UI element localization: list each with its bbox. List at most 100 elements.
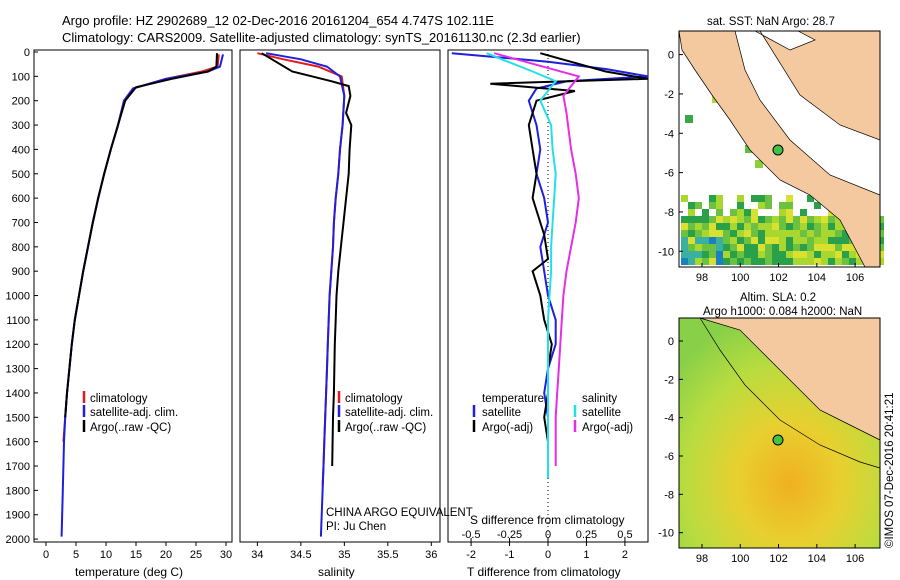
sst-pixel (828, 244, 835, 251)
sst-pixel (779, 258, 786, 265)
sst-pixel (681, 230, 688, 237)
sst-pixel (779, 251, 786, 258)
sst-pixel (737, 202, 744, 209)
x-tick-label: 35 (338, 549, 350, 561)
legend-s-argo-label: Argo(-adj) (582, 422, 633, 434)
sst-pixel (723, 237, 730, 244)
depth-tick-label: 1600 (6, 437, 30, 449)
sst-pixel (800, 258, 807, 265)
legend-t-satellite-label: satellite (482, 407, 521, 419)
sst-pixel (723, 244, 730, 251)
sst-pixel (702, 223, 709, 230)
sst-pixel (695, 244, 702, 251)
sst-pixel (723, 216, 730, 223)
lon-tick-label: 100 (731, 272, 749, 284)
sst-pixel (737, 258, 744, 265)
sst-pixel (807, 251, 814, 258)
sst-pixel (821, 216, 828, 223)
sst-pixel (849, 244, 856, 251)
x-tick-label: -1 (505, 549, 515, 561)
sst-pixel (793, 216, 800, 223)
sst-pixel (765, 237, 772, 244)
lon-tick-label: 98 (696, 553, 708, 565)
sst-pixel (730, 230, 737, 237)
sst-pixel (695, 216, 702, 223)
sst-pixel (751, 237, 758, 244)
sst-pixel (814, 216, 821, 223)
sst-pixel (786, 244, 793, 251)
title-line-2: Climatology: CARS2009. Satellite-adjuste… (62, 30, 581, 45)
diff-xlabel-top: S difference from climatology (470, 513, 625, 527)
sst-pixel (709, 237, 716, 244)
sst-pixel (737, 209, 744, 216)
series-line-argo-raw-qc (261, 52, 353, 467)
sst-pixel (807, 216, 814, 223)
lon-tick-label: 102 (769, 272, 787, 284)
series-line-satellite-adj-clim (60, 54, 224, 537)
sst-pixel (758, 223, 765, 230)
sst-pixel (702, 230, 709, 237)
sst-pixel (688, 237, 695, 244)
sst-pixel (786, 251, 793, 258)
x-tick-label: 5 (73, 549, 79, 561)
sst-pixel (807, 237, 814, 244)
sst-pixel (849, 258, 856, 265)
sst-pixel (702, 251, 709, 258)
sst-pixel (688, 258, 695, 265)
sla-map: Altim. SLA: 0.2 Argo h1000: 0.084 h2000:… (658, 292, 881, 565)
series-line-satellite-adj-clim (265, 52, 346, 537)
depth-tick-label: 800 (12, 242, 30, 254)
sst-pixel (821, 251, 828, 258)
series-line-salinity-argo-adj (493, 52, 581, 466)
legend-sal-argo-label: Argo(..raw -QC) (345, 422, 426, 434)
salinity-xlabel: salinity (318, 565, 355, 579)
sst-pixel (772, 223, 779, 230)
sst-pixel (695, 251, 702, 258)
x-tick-label: 25 (190, 549, 202, 561)
sst-pixel (730, 251, 737, 258)
sst-pixel (751, 251, 758, 258)
depth-tick-label: 0 (24, 47, 30, 59)
sst-pixel (758, 244, 765, 251)
sst-pixel (765, 223, 772, 230)
x-tick-label: 35.5 (377, 549, 398, 561)
sst-argo-location (772, 144, 784, 156)
sst-pixel (744, 244, 751, 251)
sst-pixel (800, 223, 807, 230)
depth-tick-label: 600 (12, 193, 30, 205)
lat-tick-label: 0 (668, 336, 674, 348)
difference-legend: temperature satellite Argo(-adj) salinit… (472, 393, 633, 434)
sst-pixel (744, 251, 751, 258)
sst-pixel (772, 251, 779, 258)
series-line-argo-raw-qc (64, 53, 218, 418)
legend-s-satellite-label: satellite (582, 407, 621, 419)
sst-pixel (772, 230, 779, 237)
sst-pixel (681, 251, 688, 258)
sst-pixel (751, 209, 758, 216)
sst-pixel (730, 258, 737, 265)
depth-tick-label: 1400 (6, 388, 30, 400)
sst-map-title: sat. SST: NaN Argo: 28.7 (707, 16, 835, 28)
depth-tick-label: 1000 (6, 291, 30, 303)
sla-map-title-2: Argo h1000: 0.084 h2000: NaN (703, 306, 862, 318)
sst-pixel (821, 237, 828, 244)
sst-pixel (793, 230, 800, 237)
sst-pixel (709, 195, 716, 202)
sst-pixel (800, 244, 807, 251)
sst-pixel (702, 244, 709, 251)
sst-pixel (688, 216, 695, 223)
depth-tick-label: 700 (12, 217, 30, 229)
sst-pixel (695, 223, 702, 230)
sst-pixel (779, 216, 786, 223)
sst-pixel (695, 202, 702, 209)
sst-pixel (842, 251, 849, 258)
sst-pixel (835, 258, 842, 265)
depth-tick-label: 500 (12, 169, 30, 181)
depth-tick-label: 100 (12, 71, 30, 83)
sst-pixel (793, 251, 800, 258)
sst-pixel (737, 230, 744, 237)
sst-pixel (779, 230, 786, 237)
sst-pixel (688, 251, 695, 258)
sst-pixel (772, 216, 779, 223)
salinity-legend: climatology satellite-adj. clim. Argo(..… (337, 391, 433, 434)
